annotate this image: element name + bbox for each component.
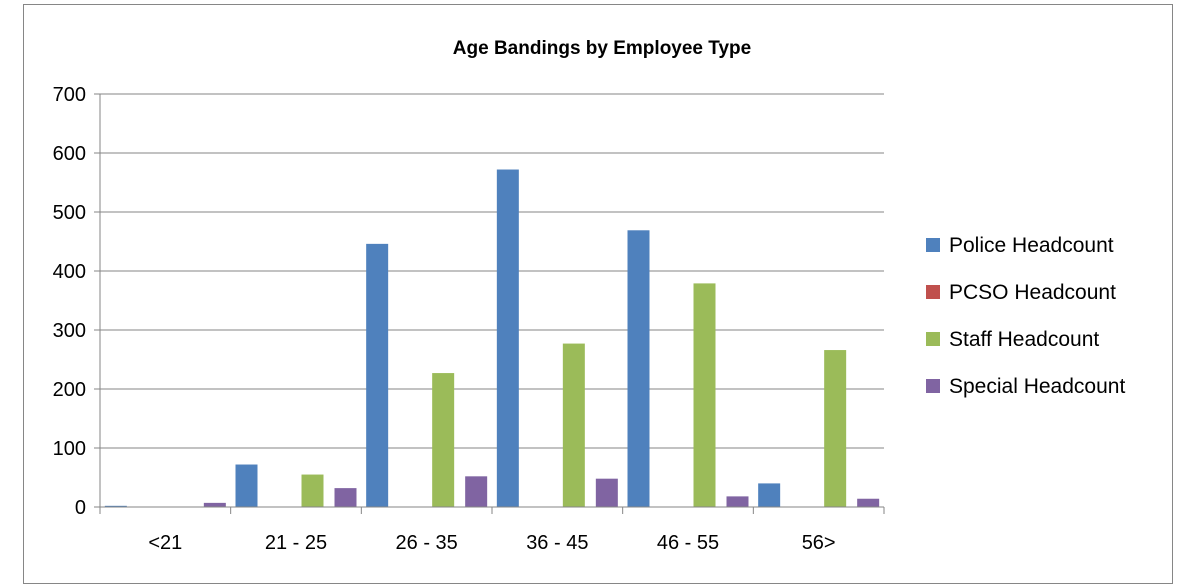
y-tick-label: 600 — [53, 143, 86, 165]
bar — [693, 283, 716, 507]
legend-label: Special Headcount — [949, 375, 1125, 398]
x-tick-label: 36 - 45 — [526, 532, 588, 554]
legend-swatch — [926, 379, 940, 393]
x-tick-label: 46 - 55 — [657, 532, 719, 554]
legend-swatch — [926, 238, 940, 252]
y-tick-label: 400 — [53, 261, 86, 283]
bar — [857, 498, 880, 507]
chart-title: Age Bandings by Employee Type — [453, 38, 751, 59]
gridlines — [100, 93, 884, 449]
y-axis-ticks: 0 100 200 300 400 500 600 700 — [53, 84, 100, 519]
y-tick-label: 200 — [53, 379, 86, 401]
legend: Police Headcount PCSO Headcount Staff Head… — [926, 234, 1125, 398]
bar — [432, 373, 455, 507]
x-tick-label: 26 - 35 — [396, 532, 458, 554]
x-axis-ticks: <21 21 - 25 26 - 35 36 - 45 46 - 55 56> — [99, 507, 885, 554]
x-tick-label: 56> — [802, 532, 836, 554]
bar — [726, 496, 749, 507]
bar — [104, 505, 127, 507]
bar — [334, 488, 357, 507]
y-tick-label: 700 — [53, 84, 86, 106]
bar — [627, 230, 650, 508]
bar — [595, 478, 618, 507]
bar — [465, 476, 488, 507]
legend-label: PCSO Headcount — [949, 281, 1116, 304]
y-tick-label: 100 — [53, 438, 86, 460]
bar — [824, 350, 847, 507]
bar — [496, 169, 519, 507]
y-tick-label: 0 — [75, 497, 86, 519]
bar-chart: Age Bandings by Employee Type 0 100 200 300… — [53, 38, 1126, 554]
legend-label: Staff Headcount — [949, 328, 1099, 351]
bar — [235, 464, 258, 507]
y-tick-label: 300 — [53, 320, 86, 342]
bar — [758, 483, 781, 507]
y-tick-label: 500 — [53, 202, 86, 224]
bar — [366, 243, 389, 508]
bar — [301, 474, 324, 507]
legend-swatch — [926, 332, 940, 346]
bar — [203, 502, 226, 507]
legend-label: Police Headcount — [949, 234, 1114, 257]
bars — [104, 169, 880, 508]
x-tick-label: <21 — [148, 532, 182, 554]
x-tick-label: 21 - 25 — [265, 532, 327, 554]
legend-swatch — [926, 285, 940, 299]
bar — [562, 343, 585, 507]
axes — [99, 94, 884, 508]
